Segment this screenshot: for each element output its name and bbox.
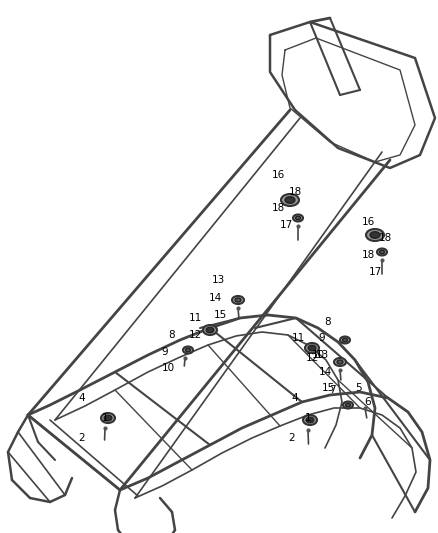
Ellipse shape [104, 415, 112, 421]
Ellipse shape [308, 345, 316, 351]
Text: 9: 9 [319, 333, 325, 343]
Text: 5: 5 [355, 383, 361, 393]
Ellipse shape [306, 417, 314, 423]
Text: 7: 7 [328, 385, 336, 395]
Text: 4: 4 [79, 393, 85, 403]
Text: 13: 13 [212, 275, 225, 285]
Text: 18: 18 [378, 233, 392, 243]
Ellipse shape [346, 403, 350, 407]
Ellipse shape [377, 248, 387, 255]
Ellipse shape [186, 348, 191, 352]
Ellipse shape [206, 327, 214, 333]
Ellipse shape [337, 360, 343, 364]
Ellipse shape [303, 415, 317, 425]
Ellipse shape [343, 338, 347, 342]
Text: 14: 14 [208, 293, 222, 303]
Text: 15: 15 [321, 383, 335, 393]
Text: 12: 12 [188, 330, 201, 340]
Text: 18: 18 [361, 250, 374, 260]
Ellipse shape [305, 343, 319, 353]
Text: 14: 14 [318, 367, 332, 377]
Ellipse shape [379, 251, 385, 254]
Text: 10: 10 [162, 363, 175, 373]
Text: 16: 16 [272, 170, 285, 180]
Ellipse shape [203, 325, 217, 335]
Ellipse shape [370, 232, 380, 238]
Ellipse shape [343, 401, 353, 408]
Text: 18: 18 [288, 187, 302, 197]
Text: 17: 17 [368, 267, 381, 277]
Text: 13: 13 [315, 350, 328, 360]
Text: 15: 15 [213, 310, 226, 320]
Ellipse shape [340, 336, 350, 343]
Ellipse shape [285, 197, 295, 203]
Text: 10: 10 [311, 350, 325, 360]
Ellipse shape [232, 296, 244, 304]
Text: 12: 12 [305, 353, 318, 363]
Text: 2: 2 [289, 433, 295, 443]
Text: 1: 1 [305, 413, 311, 423]
Ellipse shape [183, 346, 193, 353]
Text: 17: 17 [279, 220, 293, 230]
Ellipse shape [366, 229, 384, 241]
Text: 18: 18 [272, 203, 285, 213]
Text: 11: 11 [291, 333, 304, 343]
Text: 6: 6 [365, 397, 371, 407]
Ellipse shape [235, 298, 241, 302]
Text: 8: 8 [325, 317, 331, 327]
Text: 8: 8 [169, 330, 175, 340]
Text: 4: 4 [292, 393, 298, 403]
Text: 11: 11 [188, 313, 201, 323]
Text: 9: 9 [162, 347, 168, 357]
Ellipse shape [296, 216, 300, 220]
Text: 16: 16 [361, 217, 374, 227]
Text: 1: 1 [102, 413, 108, 423]
Ellipse shape [334, 358, 346, 366]
Ellipse shape [281, 194, 299, 206]
Ellipse shape [101, 413, 115, 423]
Ellipse shape [293, 214, 303, 222]
Text: 2: 2 [79, 433, 85, 443]
